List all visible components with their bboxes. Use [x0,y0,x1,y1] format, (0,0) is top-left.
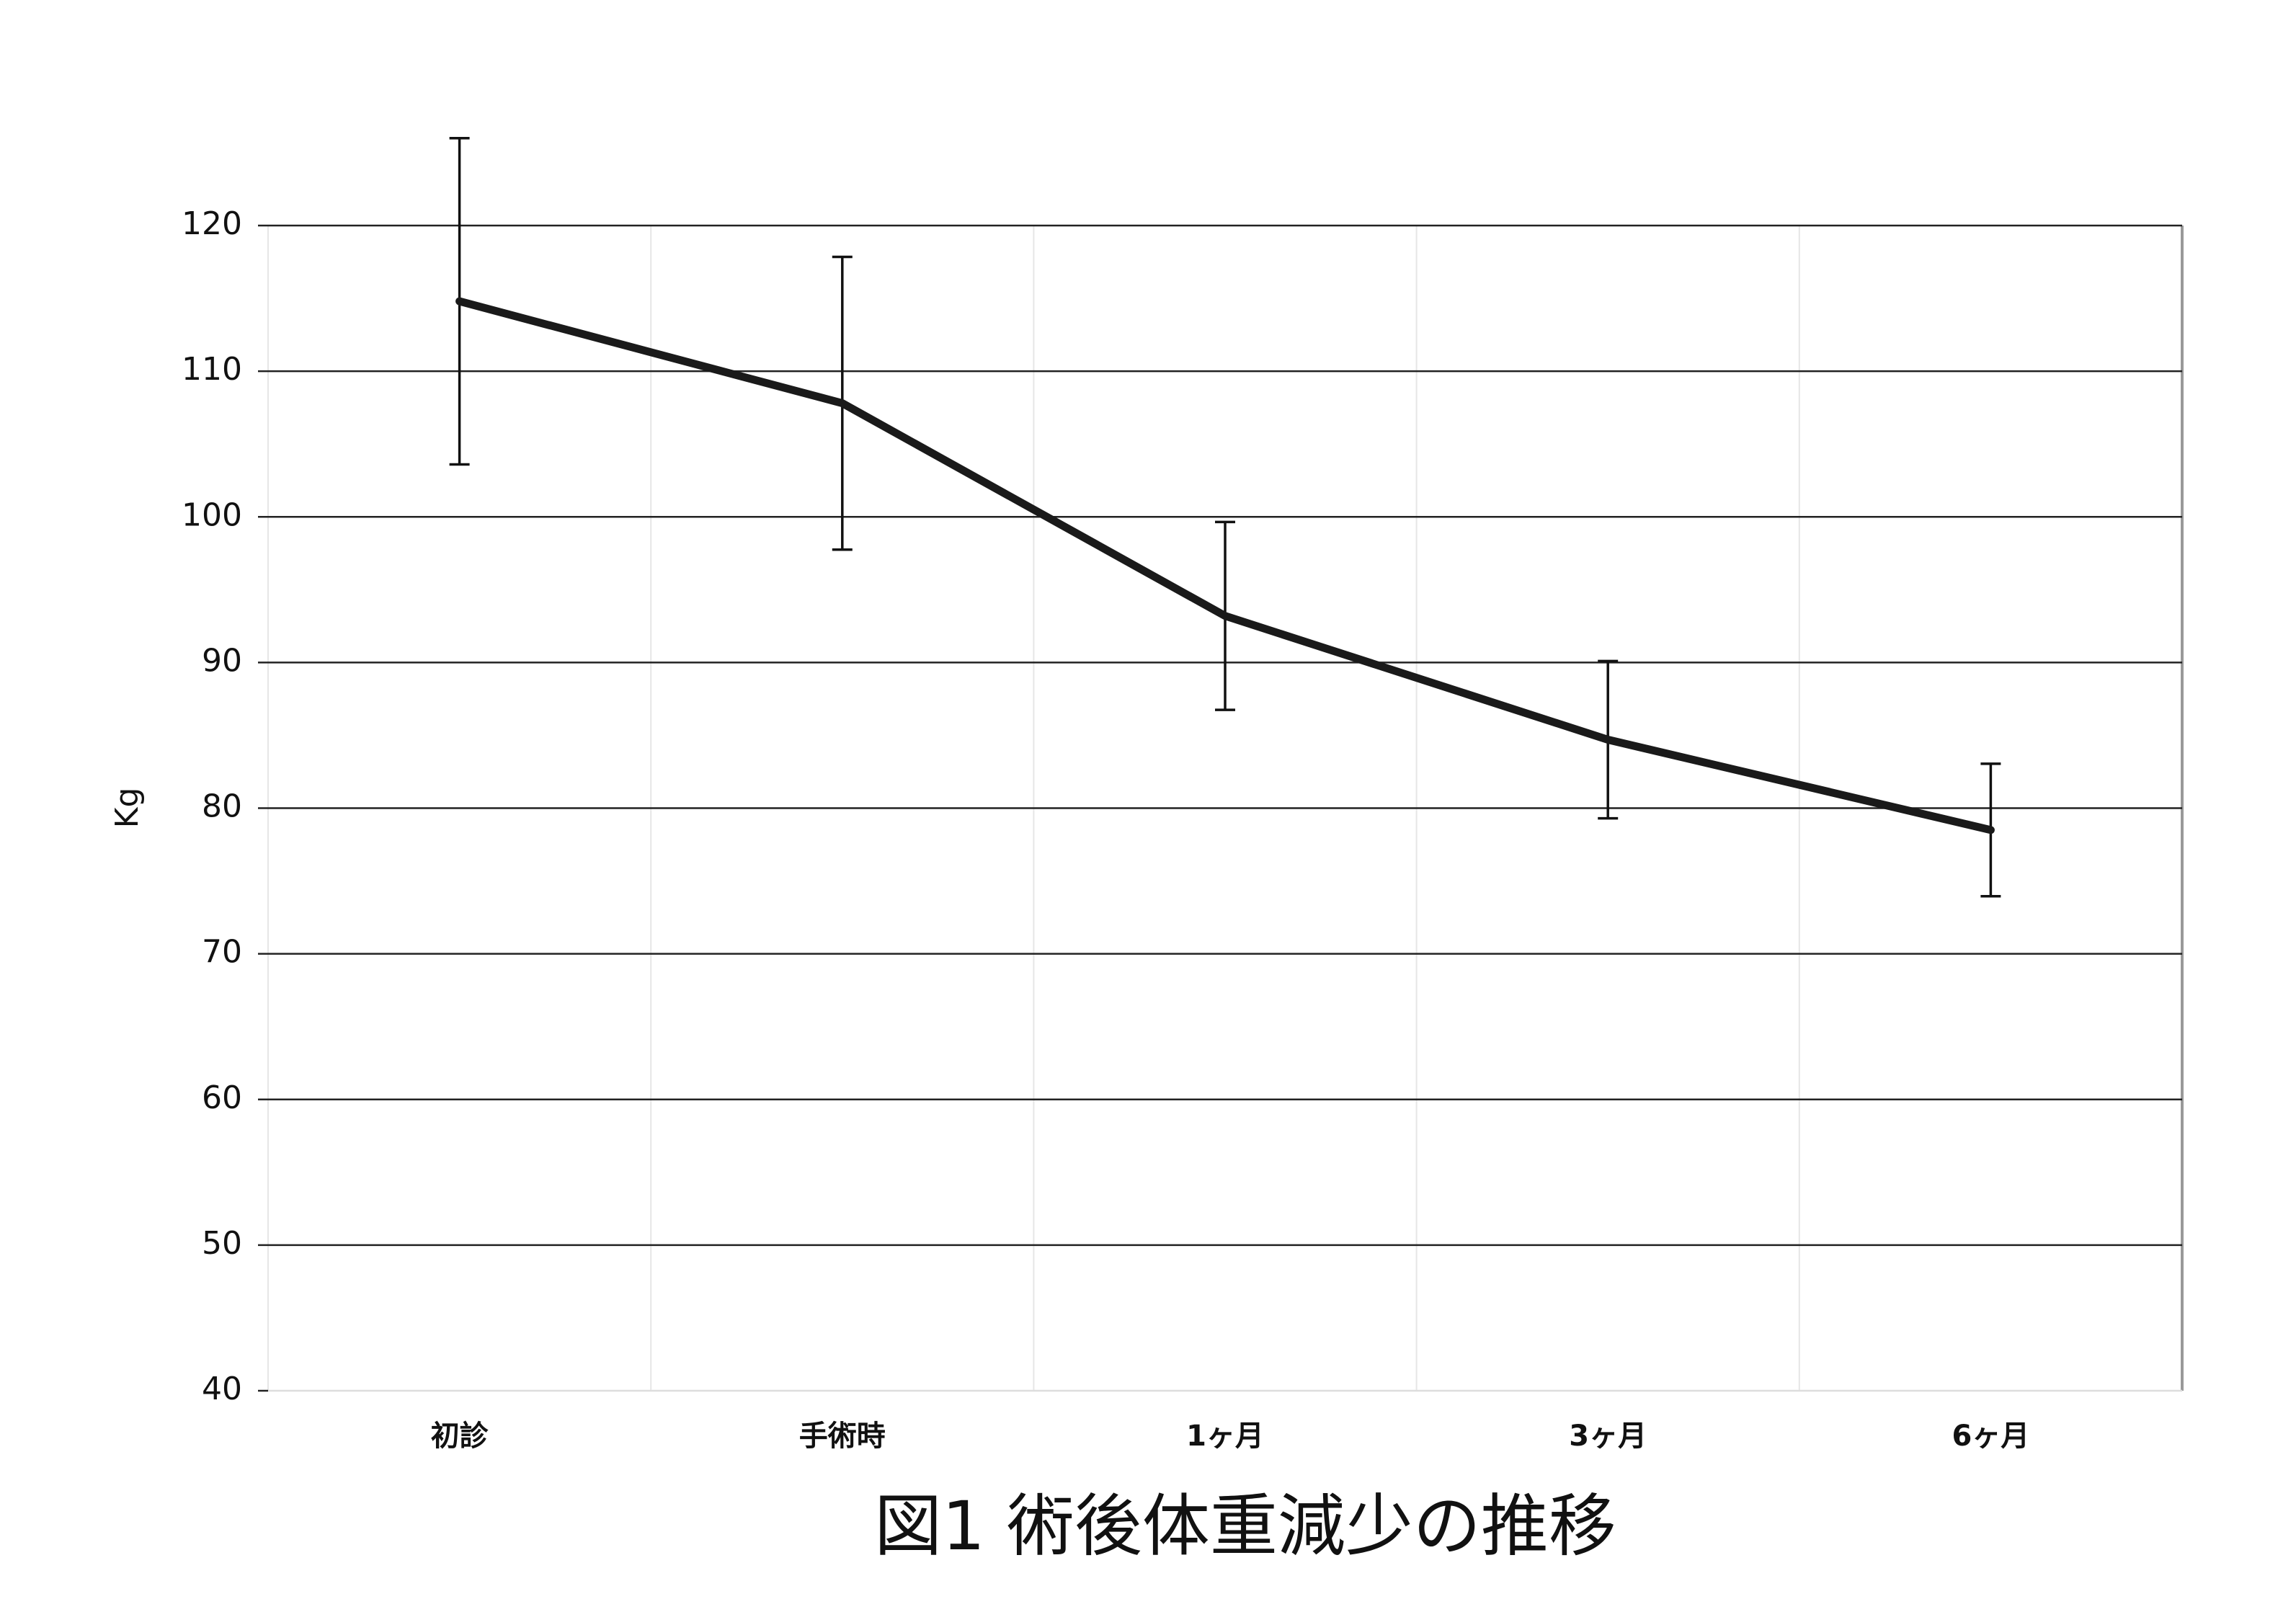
chart-title: 図1 術後体重減少の推移 [874,1487,1616,1566]
y-tick-label: 50 [202,1225,242,1262]
x-tick-label: 1ヶ月 [1186,1420,1264,1453]
y-axis-label: Kg [109,788,146,829]
y-tick-label: 120 [182,205,242,242]
x-tick-label: 6ヶ月 [1952,1420,2029,1453]
y-tick-label: 110 [182,351,242,388]
y-tick-label: 40 [202,1371,242,1407]
x-tick-label: 初診 [431,1420,489,1453]
x-tick-label: 3ヶ月 [1569,1420,1647,1453]
y-tick-label: 70 [202,934,242,971]
y-tick-label: 60 [202,1079,242,1116]
y-tick-label: 90 [202,642,242,679]
data-line [455,297,1995,834]
y-tick-label: 80 [202,788,242,825]
y-tick-label: 100 [182,496,242,533]
x-tick-label: 手術時 [799,1420,886,1453]
